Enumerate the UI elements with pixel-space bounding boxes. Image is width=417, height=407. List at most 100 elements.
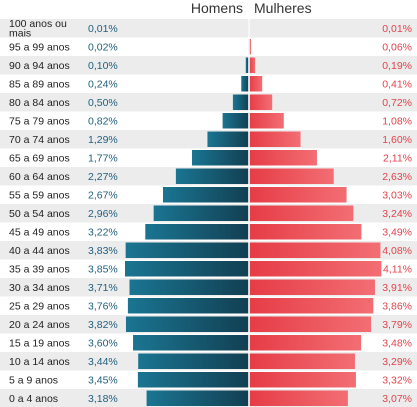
bar-women bbox=[249, 187, 347, 203]
bar-women bbox=[249, 353, 355, 369]
men-value-label: 3,18% bbox=[88, 393, 118, 405]
bar-men bbox=[145, 224, 249, 240]
bar-women bbox=[249, 150, 317, 166]
age-group-label: 85 a 89 anos bbox=[9, 79, 70, 91]
bar-women bbox=[249, 113, 284, 129]
age-group-label: 55 a 59 anos bbox=[9, 190, 70, 202]
women-value-label: 2,63% bbox=[382, 171, 412, 183]
women-value-label: 0,06% bbox=[382, 42, 412, 54]
age-group-label: 80 a 84 anos bbox=[9, 97, 70, 109]
age-group-label: 95 a 99 anos bbox=[9, 42, 70, 54]
bar-women bbox=[249, 205, 354, 221]
women-value-label: 3,48% bbox=[382, 338, 412, 350]
row-stripe bbox=[0, 93, 417, 112]
legend-men-label: Homens bbox=[191, 0, 243, 16]
labels: 100 anos ou mais 0,01% 0,01% 95 a 99 anos 0,0… bbox=[9, 18, 412, 405]
age-group-label: 60 a 64 anos bbox=[9, 171, 70, 183]
women-value-label: 0,72% bbox=[382, 97, 412, 109]
bar-women bbox=[249, 298, 374, 314]
bar-women bbox=[249, 242, 381, 258]
bar-men bbox=[127, 298, 249, 314]
women-value-label: 3,86% bbox=[382, 301, 412, 313]
bars bbox=[125, 20, 382, 406]
bar-men bbox=[146, 390, 249, 406]
bar-men bbox=[241, 76, 249, 92]
women-value-label: 1,08% bbox=[382, 116, 412, 128]
bar-women bbox=[249, 57, 256, 73]
men-value-label: 3,83% bbox=[88, 245, 118, 257]
bar-women bbox=[249, 390, 348, 406]
bar-women bbox=[249, 168, 334, 184]
men-value-label: 2,27% bbox=[88, 171, 118, 183]
bar-men bbox=[175, 168, 249, 184]
bar-men bbox=[125, 316, 249, 332]
bar-men bbox=[137, 372, 249, 388]
men-value-label: 3,44% bbox=[88, 356, 118, 368]
legend-women-label: Mulheres bbox=[254, 0, 312, 16]
men-value-label: 0,24% bbox=[88, 79, 118, 91]
legend: Homens Mulheres bbox=[191, 0, 312, 16]
bar-women bbox=[249, 335, 362, 351]
bar-men bbox=[163, 187, 249, 203]
age-group-label: 5 a 9 anos bbox=[9, 375, 58, 387]
row-stripe bbox=[0, 19, 417, 38]
row-stripe bbox=[0, 56, 417, 75]
women-value-label: 3,91% bbox=[382, 282, 412, 294]
bar-men bbox=[129, 279, 249, 295]
bar-women bbox=[249, 39, 251, 55]
women-value-label: 0,19% bbox=[382, 60, 412, 72]
age-group-label: 25 a 29 anos bbox=[9, 301, 70, 313]
women-value-label: 3,79% bbox=[382, 319, 412, 331]
women-value-label: 0,01% bbox=[382, 23, 412, 35]
women-value-label: 3,03% bbox=[382, 190, 412, 202]
men-value-label: 2,96% bbox=[88, 208, 118, 220]
women-value-label: 3,24% bbox=[382, 208, 412, 220]
age-group-label: 10 a 14 anos bbox=[9, 356, 70, 368]
men-value-label: 1,29% bbox=[88, 134, 118, 146]
men-value-label: 1,77% bbox=[88, 153, 118, 165]
bar-women bbox=[249, 372, 356, 388]
women-value-label: 3,29% bbox=[382, 356, 412, 368]
bar-women bbox=[249, 224, 362, 240]
women-value-label: 4,08% bbox=[382, 245, 412, 257]
age-group-label: 45 a 49 anos bbox=[9, 227, 70, 239]
bar-women bbox=[249, 279, 375, 295]
women-value-label: 1,60% bbox=[382, 134, 412, 146]
men-value-label: 0,50% bbox=[88, 97, 118, 109]
age-group-label: 20 a 24 anos bbox=[9, 319, 70, 331]
men-value-label: 3,22% bbox=[88, 227, 118, 239]
bar-women bbox=[249, 76, 263, 92]
men-value-label: 3,85% bbox=[88, 264, 118, 276]
women-value-label: 3,07% bbox=[382, 393, 412, 405]
age-group-label: 90 a 94 anos bbox=[9, 60, 70, 72]
bar-men bbox=[245, 57, 249, 73]
bar-men bbox=[207, 131, 249, 147]
age-group-label: 30 a 34 anos bbox=[9, 282, 70, 294]
women-value-label: 3,32% bbox=[382, 375, 412, 387]
men-value-label: 3,76% bbox=[88, 301, 118, 313]
bar-men bbox=[125, 261, 249, 277]
bar-women bbox=[249, 316, 372, 332]
bar-men bbox=[232, 94, 249, 110]
age-group-label: 15 a 19 anos bbox=[9, 338, 70, 350]
age-group-label: 75 a 79 anos bbox=[9, 116, 70, 128]
men-value-label: 0,01% bbox=[88, 23, 118, 35]
bar-women bbox=[249, 94, 273, 110]
men-value-label: 0,02% bbox=[88, 42, 118, 54]
bar-men bbox=[138, 353, 249, 369]
men-value-label: 2,67% bbox=[88, 190, 118, 202]
age-group-label: 50 a 54 anos bbox=[9, 208, 70, 220]
men-value-label: 3,71% bbox=[88, 282, 118, 294]
men-value-label: 0,10% bbox=[88, 60, 118, 72]
women-value-label: 2,11% bbox=[383, 153, 412, 165]
bar-men bbox=[191, 150, 249, 166]
age-group-label: 100 anos ou mais bbox=[9, 18, 67, 40]
men-value-label: 0,82% bbox=[88, 116, 118, 128]
age-group-label: 35 a 39 anos bbox=[9, 264, 70, 276]
bar-men bbox=[222, 113, 249, 129]
bar-women bbox=[249, 131, 301, 147]
bar-women bbox=[249, 261, 382, 277]
women-value-label: 3,49% bbox=[382, 227, 412, 239]
men-value-label: 3,60% bbox=[88, 338, 118, 350]
